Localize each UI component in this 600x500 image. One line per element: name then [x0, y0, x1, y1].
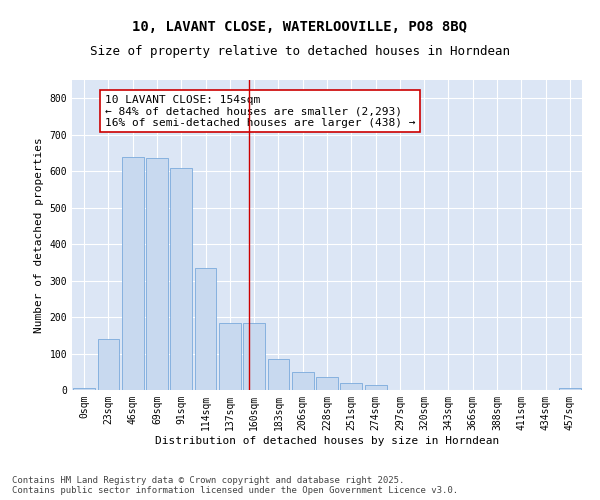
Text: Contains HM Land Registry data © Crown copyright and database right 2025.
Contai: Contains HM Land Registry data © Crown c…	[12, 476, 458, 495]
Text: 10, LAVANT CLOSE, WATERLOOVILLE, PO8 8BQ: 10, LAVANT CLOSE, WATERLOOVILLE, PO8 8BQ	[133, 20, 467, 34]
Bar	[194, 268, 217, 390]
Bar	[559, 388, 581, 390]
Text: 10 LAVANT CLOSE: 154sqm
← 84% of detached houses are smaller (2,293)
16% of semi: 10 LAVANT CLOSE: 154sqm ← 84% of detache…	[105, 94, 415, 128]
Bar	[73, 388, 95, 390]
Bar	[146, 158, 168, 390]
Y-axis label: Number of detached properties: Number of detached properties	[34, 137, 44, 333]
Bar	[170, 168, 192, 390]
Bar	[340, 382, 362, 390]
Text: Size of property relative to detached houses in Horndean: Size of property relative to detached ho…	[90, 45, 510, 58]
X-axis label: Distribution of detached houses by size in Horndean: Distribution of detached houses by size …	[155, 436, 499, 446]
Bar	[97, 339, 119, 390]
Bar	[316, 377, 338, 390]
Bar	[219, 322, 241, 390]
Bar	[292, 372, 314, 390]
Bar	[268, 359, 289, 390]
Bar	[243, 322, 265, 390]
Bar	[122, 156, 143, 390]
Bar	[365, 384, 386, 390]
